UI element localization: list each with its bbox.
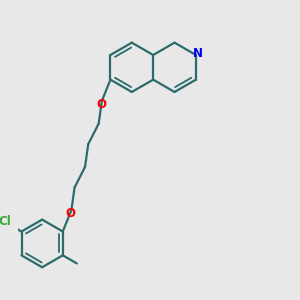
Text: N: N	[193, 47, 203, 60]
Text: O: O	[65, 207, 76, 220]
Text: O: O	[96, 98, 106, 111]
Text: Cl: Cl	[0, 214, 11, 227]
